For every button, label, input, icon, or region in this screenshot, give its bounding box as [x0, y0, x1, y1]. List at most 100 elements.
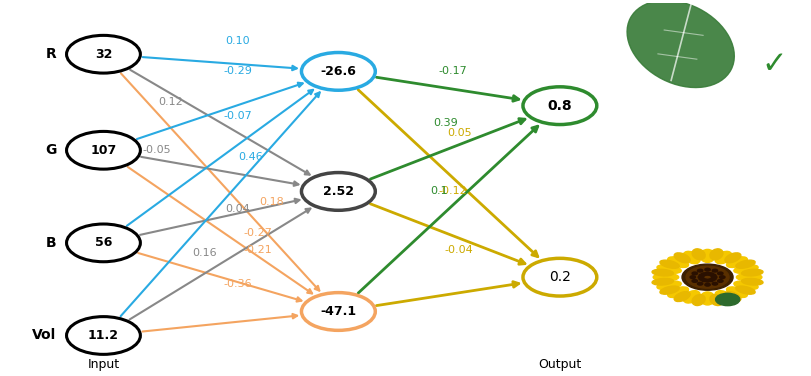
Text: 0.2: 0.2: [549, 270, 571, 284]
Ellipse shape: [692, 249, 705, 260]
Circle shape: [715, 293, 740, 306]
Circle shape: [705, 279, 710, 282]
Text: Vol: Vol: [32, 329, 57, 343]
Text: -26.6: -26.6: [320, 65, 356, 78]
Ellipse shape: [700, 249, 715, 262]
Text: -0.05: -0.05: [143, 145, 171, 155]
Text: 11.2: 11.2: [88, 329, 119, 342]
Ellipse shape: [741, 278, 763, 285]
Text: 32: 32: [95, 48, 112, 61]
Circle shape: [710, 277, 716, 280]
Text: R: R: [45, 47, 57, 61]
Text: Output: Output: [539, 358, 581, 371]
Circle shape: [708, 279, 714, 282]
Circle shape: [692, 272, 697, 275]
Ellipse shape: [736, 273, 762, 281]
Text: 0.39: 0.39: [433, 118, 458, 128]
Circle shape: [302, 53, 375, 90]
Ellipse shape: [627, 0, 734, 88]
Circle shape: [699, 274, 705, 277]
Circle shape: [692, 280, 697, 282]
Circle shape: [705, 284, 710, 286]
Ellipse shape: [727, 257, 748, 267]
Text: -0.27: -0.27: [243, 227, 272, 238]
Ellipse shape: [710, 249, 723, 260]
Ellipse shape: [660, 286, 680, 294]
Text: -0.12: -0.12: [438, 186, 467, 196]
Circle shape: [705, 272, 710, 275]
Text: 0.18: 0.18: [259, 197, 284, 207]
Text: B: B: [46, 236, 57, 250]
Circle shape: [710, 274, 716, 277]
Circle shape: [697, 269, 703, 272]
Text: -0.04: -0.04: [444, 245, 474, 255]
Circle shape: [523, 87, 597, 124]
Text: -0.29: -0.29: [223, 67, 252, 76]
Ellipse shape: [710, 294, 723, 306]
Ellipse shape: [727, 287, 748, 297]
Circle shape: [67, 35, 140, 73]
Ellipse shape: [725, 253, 741, 263]
Text: Input: Input: [88, 358, 119, 371]
Ellipse shape: [734, 281, 758, 290]
Circle shape: [705, 268, 710, 271]
Circle shape: [697, 282, 703, 285]
Ellipse shape: [667, 257, 689, 267]
Text: -0.07: -0.07: [223, 111, 252, 121]
Circle shape: [523, 258, 597, 296]
Text: G: G: [45, 143, 57, 157]
Ellipse shape: [653, 273, 679, 281]
Text: 0.1: 0.1: [431, 186, 448, 196]
Ellipse shape: [715, 251, 732, 264]
Ellipse shape: [736, 286, 755, 294]
Text: ✓: ✓: [762, 50, 787, 79]
Circle shape: [702, 273, 707, 276]
Circle shape: [67, 131, 140, 169]
Text: 2.52: 2.52: [323, 185, 354, 198]
Circle shape: [718, 272, 723, 275]
Circle shape: [719, 276, 725, 279]
Circle shape: [302, 293, 375, 331]
Ellipse shape: [741, 269, 763, 276]
Text: -47.1: -47.1: [320, 305, 357, 318]
Ellipse shape: [652, 269, 673, 276]
Ellipse shape: [657, 281, 681, 290]
Text: 0.46: 0.46: [238, 152, 264, 162]
Text: 0.12: 0.12: [158, 97, 183, 107]
Ellipse shape: [692, 294, 705, 306]
Circle shape: [67, 224, 140, 262]
Text: 0.10: 0.10: [225, 35, 250, 45]
Circle shape: [698, 276, 703, 279]
Text: -0.21: -0.21: [243, 245, 272, 255]
Ellipse shape: [683, 291, 700, 303]
Text: -0.36: -0.36: [223, 279, 252, 289]
Ellipse shape: [736, 260, 755, 268]
Circle shape: [711, 276, 717, 279]
Ellipse shape: [652, 278, 673, 285]
Ellipse shape: [715, 291, 732, 303]
Ellipse shape: [674, 292, 690, 302]
Circle shape: [708, 273, 714, 276]
Ellipse shape: [657, 265, 681, 273]
Circle shape: [702, 279, 707, 282]
Ellipse shape: [734, 265, 758, 273]
Circle shape: [682, 264, 733, 290]
Ellipse shape: [674, 253, 690, 263]
Ellipse shape: [660, 260, 680, 268]
Ellipse shape: [667, 287, 689, 297]
Circle shape: [690, 276, 696, 279]
Ellipse shape: [725, 292, 741, 302]
Circle shape: [712, 282, 718, 285]
Circle shape: [712, 269, 718, 272]
Circle shape: [686, 266, 729, 288]
Circle shape: [718, 280, 723, 282]
Circle shape: [67, 317, 140, 354]
Text: 0.16: 0.16: [192, 248, 217, 258]
Circle shape: [302, 173, 375, 210]
Ellipse shape: [683, 251, 700, 264]
Circle shape: [699, 277, 705, 280]
Text: 0.04: 0.04: [225, 203, 250, 214]
Text: -0.17: -0.17: [438, 67, 467, 76]
Text: 0.8: 0.8: [547, 99, 573, 113]
Text: 107: 107: [90, 144, 117, 157]
